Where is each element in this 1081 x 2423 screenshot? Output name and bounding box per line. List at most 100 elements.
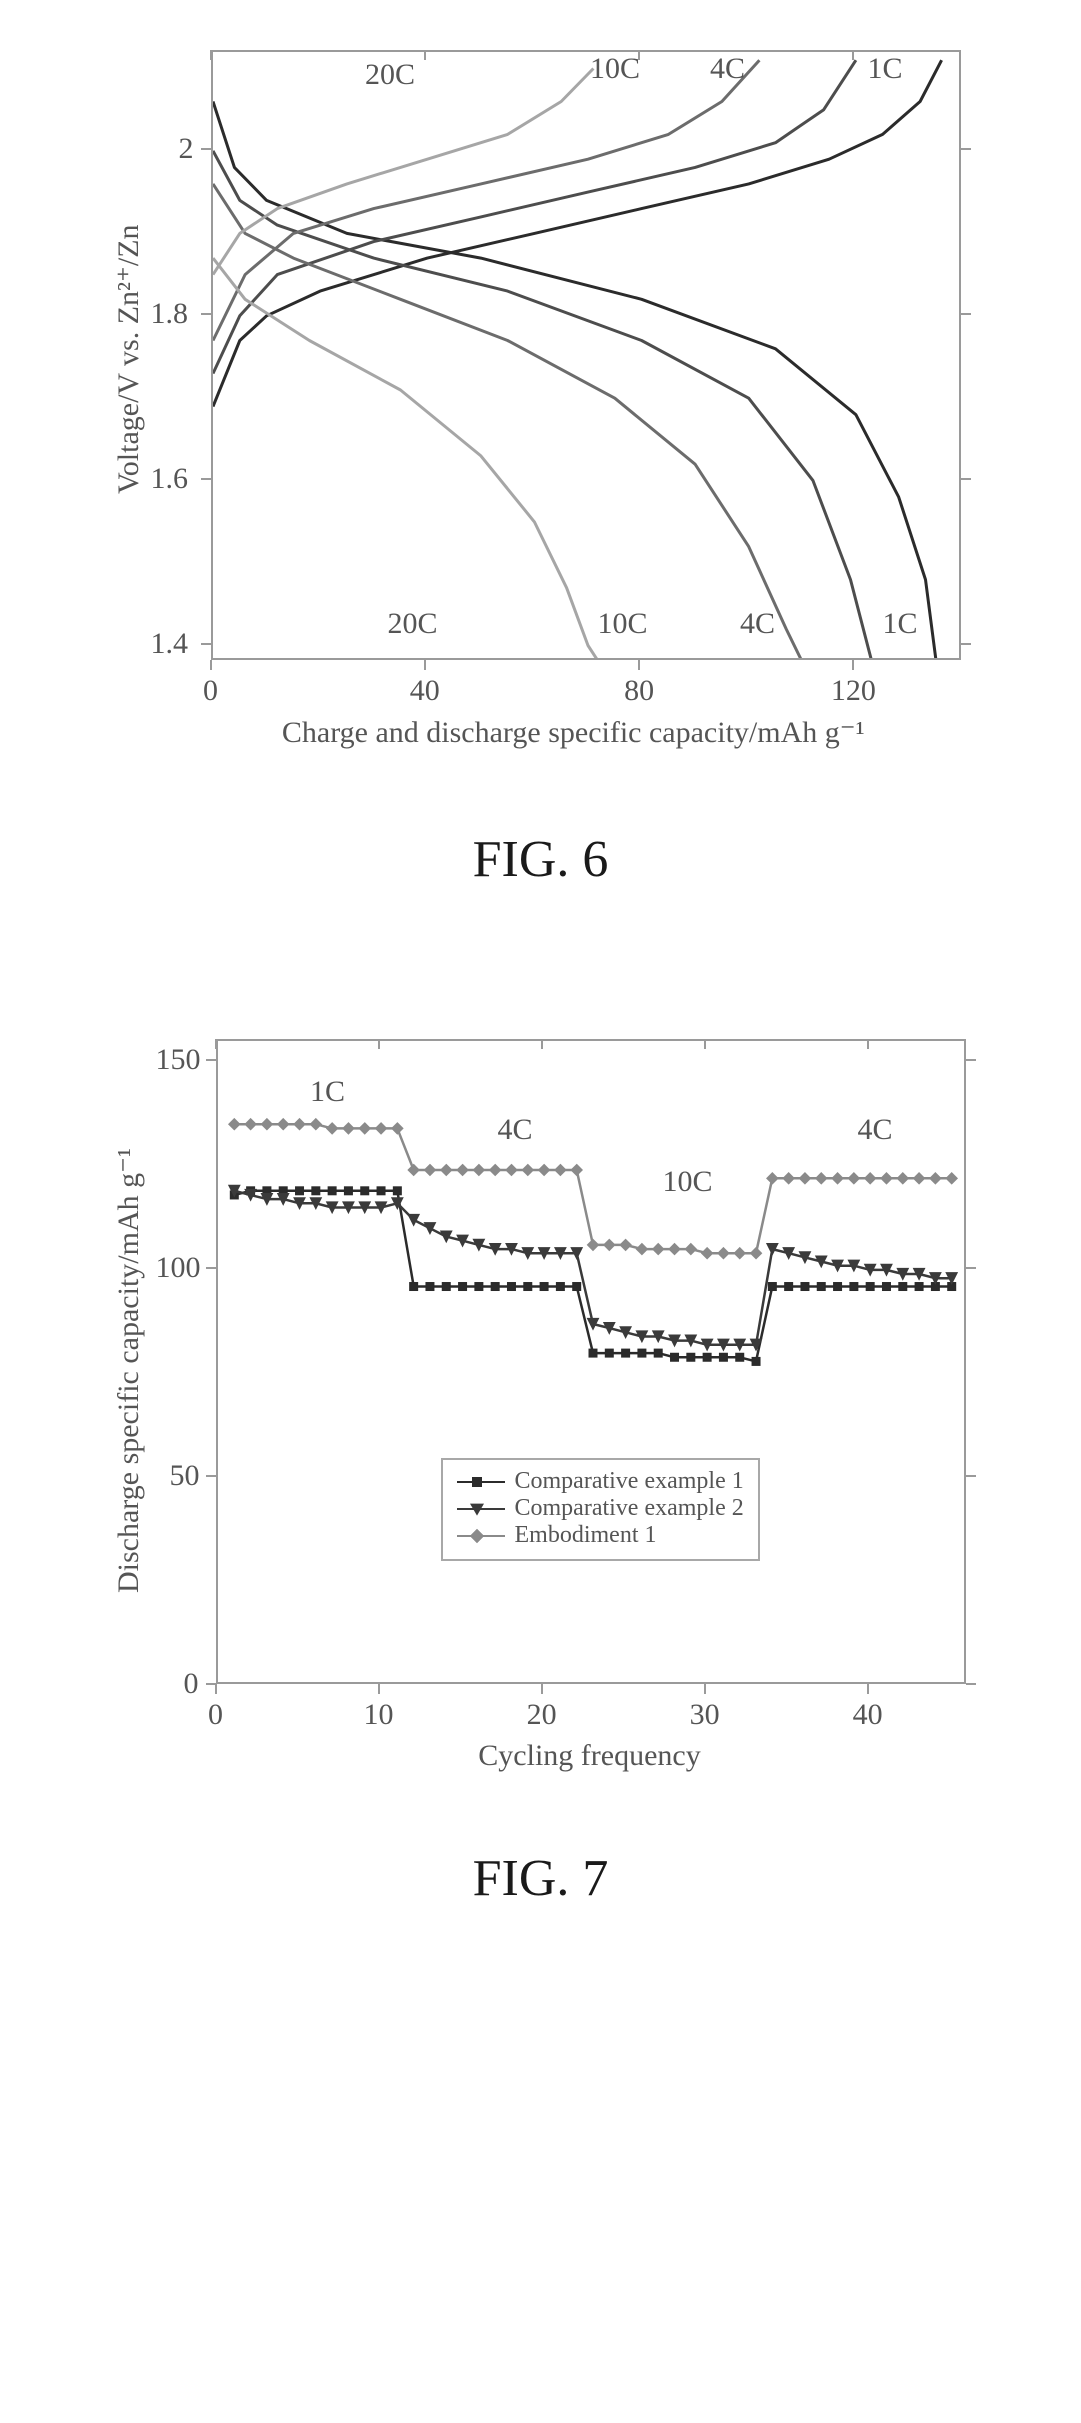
curve-label: 1C: [868, 52, 903, 86]
series-marker: [703, 1353, 711, 1361]
curve-label: 4C: [710, 52, 745, 86]
series-marker: [833, 1283, 841, 1291]
legend: Comparative example 1Comparative example…: [441, 1458, 760, 1561]
legend-label: Comparative example 1: [515, 1468, 744, 1495]
y-tick-label: 1.4: [151, 627, 189, 661]
series-marker: [540, 1283, 548, 1291]
series-marker: [670, 1353, 678, 1361]
series-marker: [408, 1164, 419, 1175]
series-marker: [228, 1119, 239, 1130]
fig7-block: 010203040050100150Discharge specific cap…: [60, 1019, 1021, 1908]
x-tick-label: 30: [690, 1698, 720, 1732]
series-marker: [391, 1123, 402, 1134]
series-marker: [310, 1119, 321, 1130]
series-line: [213, 60, 942, 406]
series-marker: [915, 1283, 923, 1291]
series-line: [234, 1191, 951, 1362]
series-marker: [360, 1187, 368, 1195]
series-marker: [409, 1283, 417, 1291]
curve-label: 1C: [310, 1075, 345, 1109]
series-marker: [849, 1283, 857, 1291]
series-line: [234, 1124, 951, 1253]
series-marker: [735, 1353, 743, 1361]
x-tick-label: 0: [208, 1698, 223, 1732]
legend-item: Comparative example 1: [457, 1468, 744, 1495]
plot-area: [211, 50, 961, 660]
series-marker: [571, 1164, 582, 1175]
x-axis-label: Cycling frequency: [478, 1739, 700, 1773]
curve-label: 4C: [858, 1113, 893, 1147]
series-marker: [734, 1248, 745, 1259]
curve-label: 4C: [740, 607, 775, 641]
y-tick-label: 50: [170, 1459, 200, 1493]
series-marker: [866, 1283, 874, 1291]
series-marker: [440, 1164, 451, 1175]
series-marker: [359, 1123, 370, 1134]
fig6-block: 040801201.41.61.82Voltage/V vs. Zn²⁺/ZnC…: [60, 30, 1021, 889]
series-marker: [784, 1283, 792, 1291]
series-marker: [489, 1164, 500, 1175]
series-marker: [424, 1223, 435, 1234]
series-marker: [523, 1283, 531, 1291]
curve-label: 20C: [388, 607, 438, 641]
x-tick-label: 20: [527, 1698, 557, 1732]
y-tick-label: 2: [179, 132, 194, 166]
curve-label: 20C: [365, 58, 415, 92]
y-axis-label: Discharge specific capacity/mAh g⁻¹: [111, 1148, 146, 1593]
series-marker: [621, 1349, 629, 1357]
series-marker: [326, 1123, 337, 1134]
series-marker: [752, 1357, 760, 1365]
series-marker: [636, 1243, 647, 1254]
series-marker: [750, 1248, 761, 1259]
series-marker: [424, 1164, 435, 1175]
series-marker: [408, 1214, 419, 1225]
series-marker: [474, 1283, 482, 1291]
legend-item: Comparative example 2: [457, 1495, 744, 1522]
series-marker: [701, 1248, 712, 1259]
x-tick-label: 80: [624, 674, 654, 708]
plot-area: [216, 1039, 966, 1684]
series-marker: [556, 1283, 564, 1291]
series-marker: [277, 1119, 288, 1130]
fig7-chart: 010203040050100150Discharge specific cap…: [81, 1019, 1001, 1809]
series-marker: [344, 1187, 352, 1195]
series-marker: [929, 1173, 940, 1184]
legend-label: Embodiment 1: [515, 1522, 657, 1549]
series-marker: [668, 1243, 679, 1254]
series-marker: [328, 1187, 336, 1195]
x-tick-label: 10: [364, 1698, 394, 1732]
series-marker: [293, 1119, 304, 1130]
series-marker: [505, 1164, 516, 1175]
series-marker: [554, 1164, 565, 1175]
legend-label: Comparative example 2: [515, 1495, 744, 1522]
series-marker: [768, 1283, 776, 1291]
series-marker: [685, 1243, 696, 1254]
series-marker: [686, 1353, 694, 1361]
series-marker: [522, 1164, 533, 1175]
fig7-caption: FIG. 7: [473, 1849, 609, 1908]
series-marker: [864, 1173, 875, 1184]
series-marker: [783, 1173, 794, 1184]
series-marker: [261, 1119, 272, 1130]
series-marker: [848, 1173, 859, 1184]
plot-svg: [213, 52, 961, 660]
series-marker: [507, 1283, 515, 1291]
series-line: [213, 184, 802, 660]
series-marker: [880, 1173, 891, 1184]
fig6-chart: 040801201.41.61.82Voltage/V vs. Zn²⁺/ZnC…: [81, 30, 1001, 790]
curve-label: 10C: [590, 52, 640, 86]
fig6-caption: FIG. 6: [473, 830, 609, 889]
series-marker: [245, 1119, 256, 1130]
x-axis-label: Charge and discharge specific capacity/m…: [282, 715, 865, 750]
series-marker: [831, 1173, 842, 1184]
series-marker: [719, 1353, 727, 1361]
series-line: [213, 258, 599, 660]
series-marker: [652, 1243, 663, 1254]
series-marker: [295, 1187, 303, 1195]
series-marker: [377, 1187, 385, 1195]
y-tick-label: 0: [184, 1667, 199, 1701]
y-axis-label: Voltage/V vs. Zn²⁺/Zn: [111, 224, 146, 494]
x-tick-label: 40: [410, 674, 440, 708]
series-marker: [817, 1283, 825, 1291]
y-tick-label: 1.8: [151, 297, 189, 331]
